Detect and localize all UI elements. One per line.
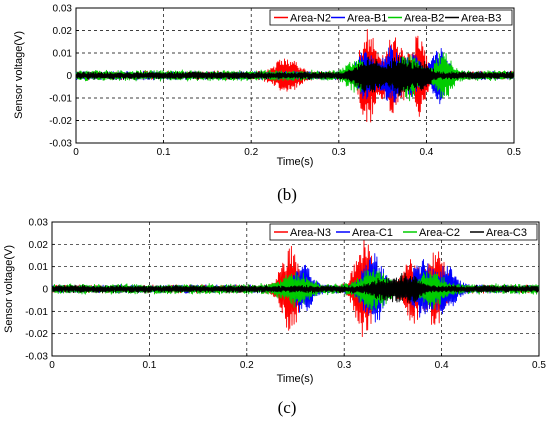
- legend-label-b1: Area-B1: [347, 13, 387, 25]
- y-tick-label: -0.01: [49, 94, 72, 105]
- x-tick-label: 0.3: [337, 360, 351, 371]
- y-tick-label: 0.02: [29, 240, 49, 251]
- y-ticks-c: -0.03 -0.02 -0.01 0 0.01 0.02 0.03: [25, 218, 55, 363]
- y-tick-label: 0: [66, 71, 72, 82]
- x-tick-label: 0.1: [157, 147, 171, 158]
- x-ticks-c: 0 0.1 0.2 0.3 0.4 0.5: [49, 353, 546, 371]
- y-tick-label: -0.03: [49, 139, 72, 150]
- y-tick-label: 0: [42, 285, 48, 296]
- y-axis-label-c: Sensor voltage(V): [3, 245, 15, 333]
- y-tick-label: 0.01: [53, 49, 73, 60]
- x-tick-label: 0.2: [240, 360, 254, 371]
- x-tick-label: 0.4: [419, 147, 433, 158]
- caption-c: (c): [278, 398, 297, 417]
- legend-label-b3: Area-B3: [461, 13, 501, 25]
- x-tick-label: 0.5: [532, 360, 546, 371]
- x-tick-label: 0.3: [332, 147, 346, 158]
- x-axis-label-b: Time(s): [277, 156, 314, 168]
- caption-b: (b): [277, 185, 297, 204]
- y-tick-label: 0.01: [29, 262, 49, 273]
- y-tick-label: -0.02: [49, 116, 72, 127]
- series-line-area-c3: [51, 272, 540, 304]
- x-tick-label: 0: [49, 360, 55, 371]
- legend-label-c2: Area-C2: [419, 227, 460, 239]
- legend-c: Area-N3 Area-C1 Area-C2 Area-C3: [269, 223, 538, 241]
- x-tick-label: 0.1: [142, 360, 156, 371]
- series-line-area-b3: [75, 56, 515, 97]
- legend-label-c3: Area-C3: [486, 227, 527, 239]
- y-axis-label-b: Sensor voltage(V): [13, 31, 25, 119]
- y-tick-label: 0.03: [53, 4, 73, 15]
- x-ticks-b: 0 0.1 0.2 0.3 0.4 0.5: [73, 140, 521, 158]
- x-tick-label: 0.2: [244, 147, 258, 158]
- y-tick-label: 0.02: [53, 26, 73, 37]
- x-axis-label-c: Time(s): [277, 373, 314, 385]
- series-layer-c: [51, 238, 540, 338]
- legend-label-n3: Area-N3: [290, 227, 331, 239]
- y-tick-label: 0.03: [29, 218, 49, 229]
- y-tick-label: -0.02: [25, 329, 48, 340]
- y-ticks-b: -0.03 -0.02 -0.01 0 0.01 0.02 0.03: [49, 4, 79, 150]
- legend-label-b2: Area-B2: [404, 13, 444, 25]
- x-tick-label: 0: [73, 147, 79, 158]
- series-layer-b: [75, 29, 515, 123]
- x-tick-label: 0.4: [435, 360, 449, 371]
- y-tick-label: -0.01: [25, 307, 48, 318]
- y-tick-label: -0.03: [25, 352, 48, 363]
- legend-b: Area-N2 Area-B1 Area-B2 Area-B3: [269, 9, 513, 26]
- x-tick-label: 0.5: [507, 147, 521, 158]
- legend-label-c1: Area-C1: [352, 227, 393, 239]
- legend-label-n2: Area-N2: [290, 13, 331, 25]
